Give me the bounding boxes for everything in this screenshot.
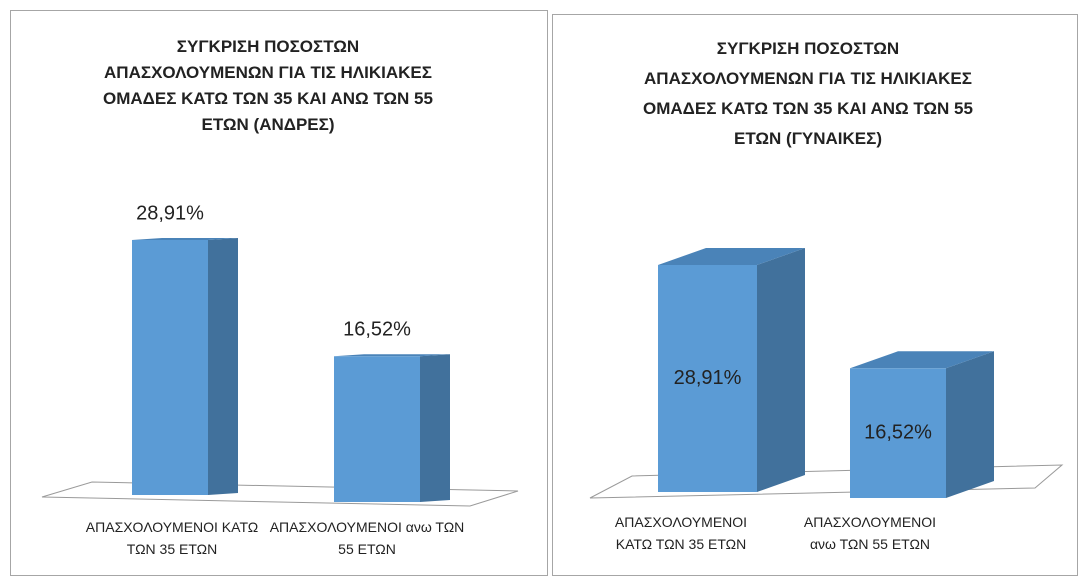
x-tick-label: ΑΠΑΣΧΟΛΟΥΜΕΝΟΙ ΚΑΤΩ ΤΩΝ 35 ΕΤΩΝ xyxy=(85,519,259,557)
bar-top xyxy=(658,248,805,265)
bar-side xyxy=(420,354,450,502)
x-tick-label: ΑΠΑΣΧΟΛΟΥΜΕΝΟΙ ΚΑΤΩ ΤΩΝ 35 ΕΤΩΝ xyxy=(614,514,748,552)
x-tick-label: ΑΠΑΣΧΟΛΟΥΜΕΝΟΙ ανω ΤΩΝ 55 ΕΤΩΝ xyxy=(269,519,465,557)
value-label: 16,52% xyxy=(864,421,932,443)
chart-title: ΣΥΓΚΡΙΣΗ ΠΟΣΟΣΤΩΝ ΑΠΑΣΧΟΛΟΥΜΕΝΩΝ ΓΙΑ ΤΙΣ… xyxy=(103,37,433,134)
bar-top xyxy=(850,351,994,369)
value-label: 28,91% xyxy=(136,202,204,224)
chart-title: ΣΥΓΚΡΙΣΗ ΠΟΣΟΣΤΩΝ ΑΠΑΣΧΟΛΟΥΜΕΝΩΝ ΓΙΑ ΤΙΣ… xyxy=(643,39,973,148)
bar xyxy=(132,240,208,495)
bar-side xyxy=(208,238,238,495)
bar-side xyxy=(946,351,994,498)
bar-side xyxy=(757,248,805,492)
value-label: 28,91% xyxy=(674,367,742,389)
bar-top xyxy=(334,354,450,357)
bar-top xyxy=(132,238,238,240)
value-label: 16,52% xyxy=(343,319,411,341)
bar xyxy=(658,265,757,492)
x-tick-label: ΑΠΑΣΧΟΛΟΥΜΕΝΟΙ ανω ΤΩΝ 55 ΕΤΩΝ xyxy=(803,514,937,552)
bar xyxy=(850,368,946,498)
bar xyxy=(334,356,420,502)
